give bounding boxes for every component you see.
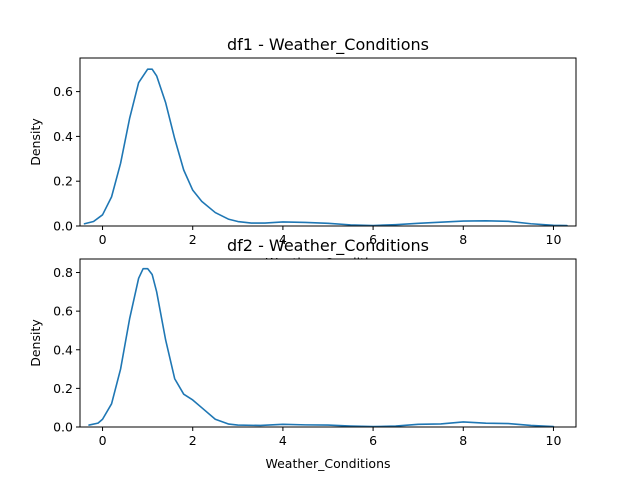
y-tick-label: 0.8 <box>53 265 73 280</box>
axes-frame <box>79 57 577 227</box>
y-tick-label: 0.2 <box>53 174 73 189</box>
x-tick-label: 2 <box>189 232 197 247</box>
y-tick-label: 0.6 <box>53 304 73 319</box>
x-tick-label: 6 <box>369 433 377 448</box>
x-tick-label: 4 <box>279 232 287 247</box>
x-tick-label: 4 <box>279 433 287 448</box>
y-axis-label: Density <box>28 319 43 367</box>
x-axis-label: Weather_Conditions <box>265 456 390 471</box>
y-tick-label: 0.4 <box>53 342 73 357</box>
plot-area <box>80 259 576 427</box>
y-tick-label: 0.2 <box>53 381 73 396</box>
x-tick-label: 8 <box>459 433 467 448</box>
x-tick-label: 8 <box>459 232 467 247</box>
density-curve <box>88 267 555 428</box>
y-axis-label: Density <box>28 118 43 166</box>
density-curve <box>83 68 568 227</box>
chart-title: df1 - Weather_Conditions <box>227 35 429 55</box>
x-tick-label: 0 <box>99 232 107 247</box>
x-tick-label: 10 <box>546 433 562 448</box>
plot-area <box>80 58 576 226</box>
y-tick-label: 0.4 <box>53 129 73 144</box>
subplot-df2: 0 2 4 6 8 10 0.0 0.2 0.4 0.6 0.8 Weather_Conditions… <box>28 258 577 471</box>
chart-title: df2 - Weather_Conditions <box>227 236 429 256</box>
x-tick-label: 0 <box>99 433 107 448</box>
y-tick-label: 0.6 <box>53 84 73 99</box>
y-tick-label: 0.0 <box>53 420 73 435</box>
x-tick-label: 2 <box>189 433 197 448</box>
x-tick-label: 6 <box>369 232 377 247</box>
y-tick-label: 0.0 <box>53 219 73 234</box>
axes-frame <box>79 258 577 428</box>
x-tick-label: 10 <box>546 232 562 247</box>
